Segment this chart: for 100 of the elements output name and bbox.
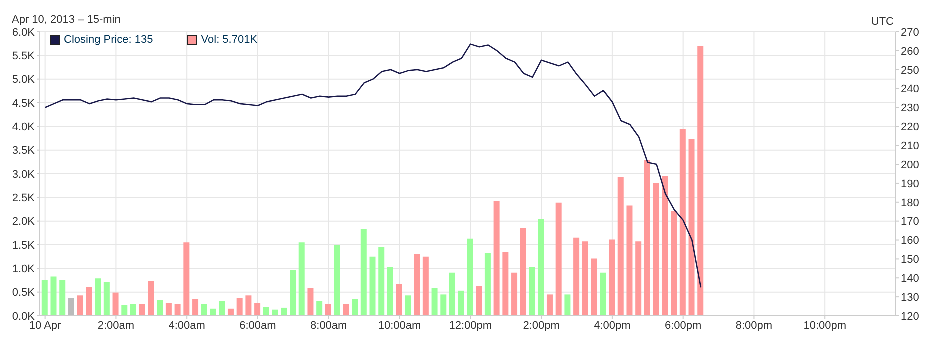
bar [281, 308, 288, 316]
bar [130, 304, 136, 316]
bar [626, 206, 633, 316]
bar [484, 253, 491, 316]
bar [688, 139, 695, 316]
y-tick-label: 6.0K [12, 26, 36, 39]
bar [574, 238, 580, 316]
bar [334, 245, 340, 316]
bar [325, 304, 332, 316]
bar [538, 218, 544, 316]
y-tick-label: 2.0K [12, 216, 36, 228]
bar [360, 229, 367, 316]
bar [104, 282, 110, 316]
bar [512, 272, 518, 316]
bar [494, 200, 500, 316]
chart-subtitle: Apr 10, 2013 – 15-min [12, 14, 121, 26]
x-tick-label: 10:00am [378, 320, 422, 332]
bar [582, 242, 588, 316]
bar [77, 296, 84, 316]
bar [636, 242, 642, 316]
bar [698, 46, 704, 316]
bar [139, 304, 146, 316]
y2-tick-label: 130 [901, 292, 920, 304]
y-tick-label: 5.5K [12, 50, 36, 63]
bar [246, 296, 252, 316]
line-series [44, 44, 702, 288]
y-tick-label: 3.5K [12, 145, 36, 158]
bar [671, 211, 678, 316]
bar [174, 304, 181, 316]
x-tick-label: 8:00pm [736, 320, 773, 332]
x-tick-label: 10 Apr [29, 320, 62, 332]
bar [653, 182, 660, 316]
bar [192, 299, 199, 316]
bar [263, 307, 270, 316]
bar [502, 252, 509, 316]
x-tick-label: 10:00pm [804, 320, 847, 332]
bar [86, 287, 92, 316]
x-tick-label: 12:00pm [449, 320, 492, 332]
bar [405, 296, 412, 316]
bar [458, 290, 464, 316]
bar [450, 272, 456, 316]
x-tick-label: 4:00am [168, 320, 206, 332]
bar [184, 242, 190, 316]
y2-tick-label: 230 [901, 102, 920, 115]
y2-tick-label: 170 [901, 216, 920, 228]
y2-tick-label: 240 [901, 84, 920, 96]
bar [60, 280, 66, 316]
bar [112, 292, 119, 316]
y-tick-label: 2.5K [12, 192, 36, 205]
y2-tick-label: 150 [901, 254, 920, 266]
y-tick-label: 4.0K [12, 122, 36, 134]
y-tick-label: 3.0K [12, 168, 36, 181]
text: UTC [871, 16, 894, 28]
y2-tick-label: 190 [901, 178, 920, 190]
bar [343, 304, 350, 316]
bar [432, 288, 438, 316]
bar [210, 308, 216, 316]
x-tick-label: 2:00am [98, 320, 135, 332]
bar [618, 177, 624, 316]
bar [387, 267, 394, 316]
y2-tick-label: 220 [901, 122, 920, 134]
bar [520, 228, 526, 316]
bar [378, 247, 385, 316]
x-tick-label: 8:00am [310, 320, 348, 332]
x-tick-label: 4:00pm [594, 320, 631, 332]
bar [591, 258, 598, 316]
bar [236, 298, 243, 316]
y-tick-label: 5.0K [12, 74, 36, 86]
bar [122, 305, 128, 316]
y-tick-label: 1.0K [12, 264, 36, 276]
bar [68, 298, 74, 316]
bar [254, 303, 261, 316]
bar [95, 278, 102, 316]
bar [600, 272, 606, 316]
bar [680, 129, 686, 316]
bar [644, 160, 650, 316]
y-tick-label: 4.5K [12, 98, 36, 110]
y2-tick-label: 200 [901, 159, 920, 172]
bar [564, 294, 571, 316]
bar [290, 270, 296, 316]
y-tick-label: 1.5K [12, 240, 36, 252]
bar [352, 299, 358, 316]
bar [529, 267, 536, 316]
bar [298, 242, 305, 316]
bar [609, 240, 616, 316]
bar [546, 294, 553, 316]
bar [42, 280, 48, 316]
bar [440, 294, 447, 316]
bar [157, 300, 164, 316]
y2-tick-label: 140 [901, 273, 920, 286]
bar [414, 254, 420, 316]
bar [467, 238, 474, 316]
y2-tick-label: 270 [901, 26, 920, 39]
bar [396, 284, 402, 316]
y2-tick-label: 180 [901, 197, 920, 210]
bar [556, 202, 562, 316]
bar [662, 176, 668, 316]
y2-tick-label: 260 [901, 46, 920, 58]
y-tick-label: 0.5K [12, 287, 36, 300]
legend-label: Vol: 5.701K [200, 34, 258, 46]
